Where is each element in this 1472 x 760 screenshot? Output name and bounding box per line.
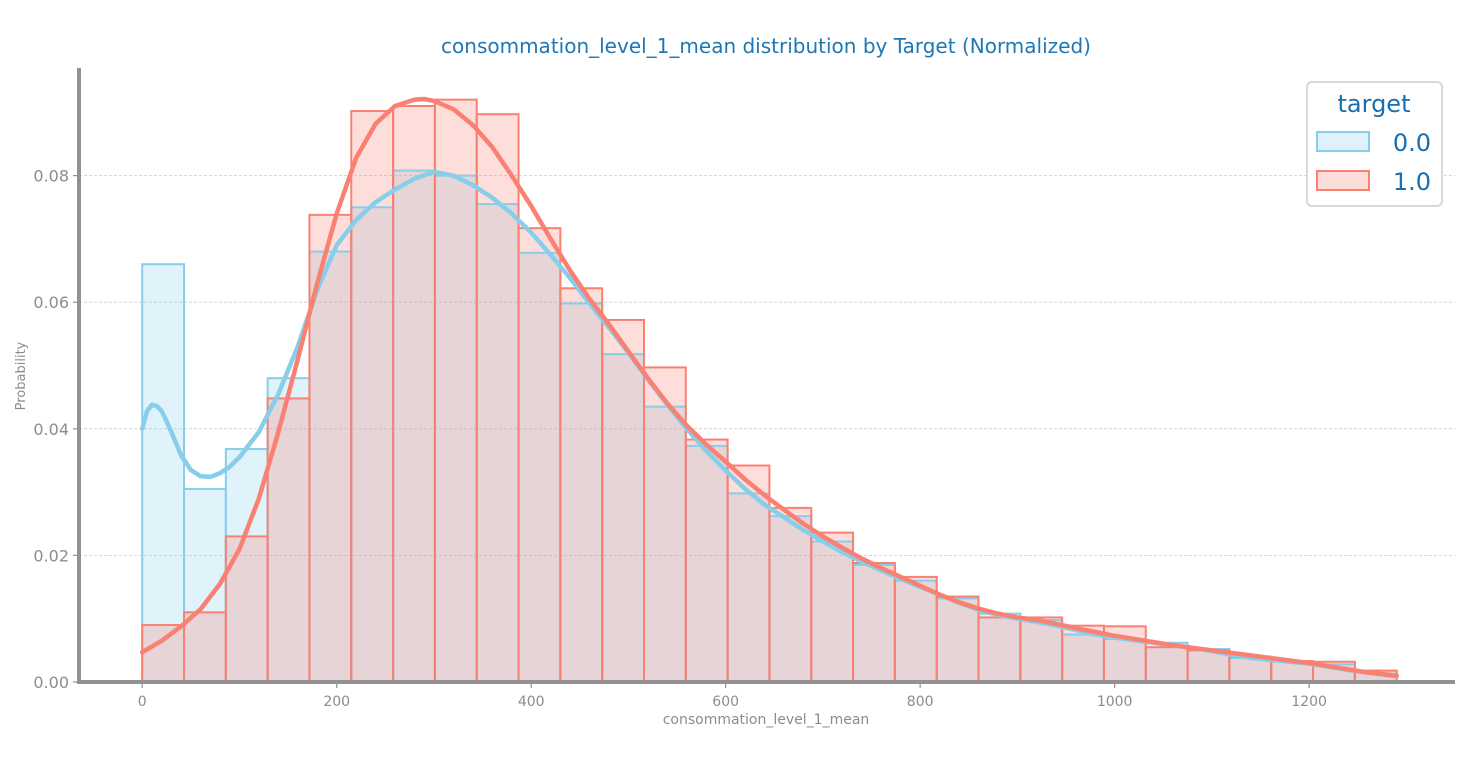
legend-swatch-1 [1316, 170, 1370, 191]
legend-swatch-0 [1316, 131, 1370, 152]
x-tick-label-2: 400 [518, 694, 545, 710]
histogram-fills [142, 99, 1397, 683]
x-axis-label: consommation_level_1_mean [663, 712, 870, 728]
x-tick-label-3: 600 [712, 694, 739, 710]
kde-line-1.0 [139, 96, 1399, 678]
x-tick-label-0: 0 [138, 694, 147, 710]
legend-label-1: 1.0 [1393, 168, 1431, 196]
legend: target 0.0 1.0 [1306, 81, 1443, 207]
histogram-area-0.0 [142, 170, 1397, 683]
y-tick-label-2: 0.04 [33, 420, 69, 439]
legend-title: target [1338, 90, 1411, 118]
y-axis-label: Probability [14, 341, 29, 410]
histogram-area-1.0 [142, 99, 1397, 683]
chart-title: consommation_level_1_mean distribution b… [441, 34, 1091, 58]
x-tick-label-6: 1200 [1291, 694, 1327, 710]
y-tick-label-4: 0.08 [33, 167, 69, 186]
y-tick-label-1: 0.02 [33, 546, 69, 565]
grid-lines [79, 175, 1455, 556]
y-tick-label-0: 0.00 [33, 673, 69, 692]
x-tick-label-5: 1000 [1097, 694, 1133, 710]
tick-labels: 0.00 0.02 0.04 0.06 0.08 0 200 400 600 800 1000 120… [33, 167, 1327, 710]
legend-label-0: 0.0 [1393, 129, 1431, 157]
axes [77, 68, 1455, 684]
x-tick-label-4: 800 [907, 694, 934, 710]
y-tick-label-3: 0.06 [33, 293, 69, 312]
kde-curves [139, 96, 1399, 679]
x-tick-label-1: 200 [323, 694, 350, 710]
